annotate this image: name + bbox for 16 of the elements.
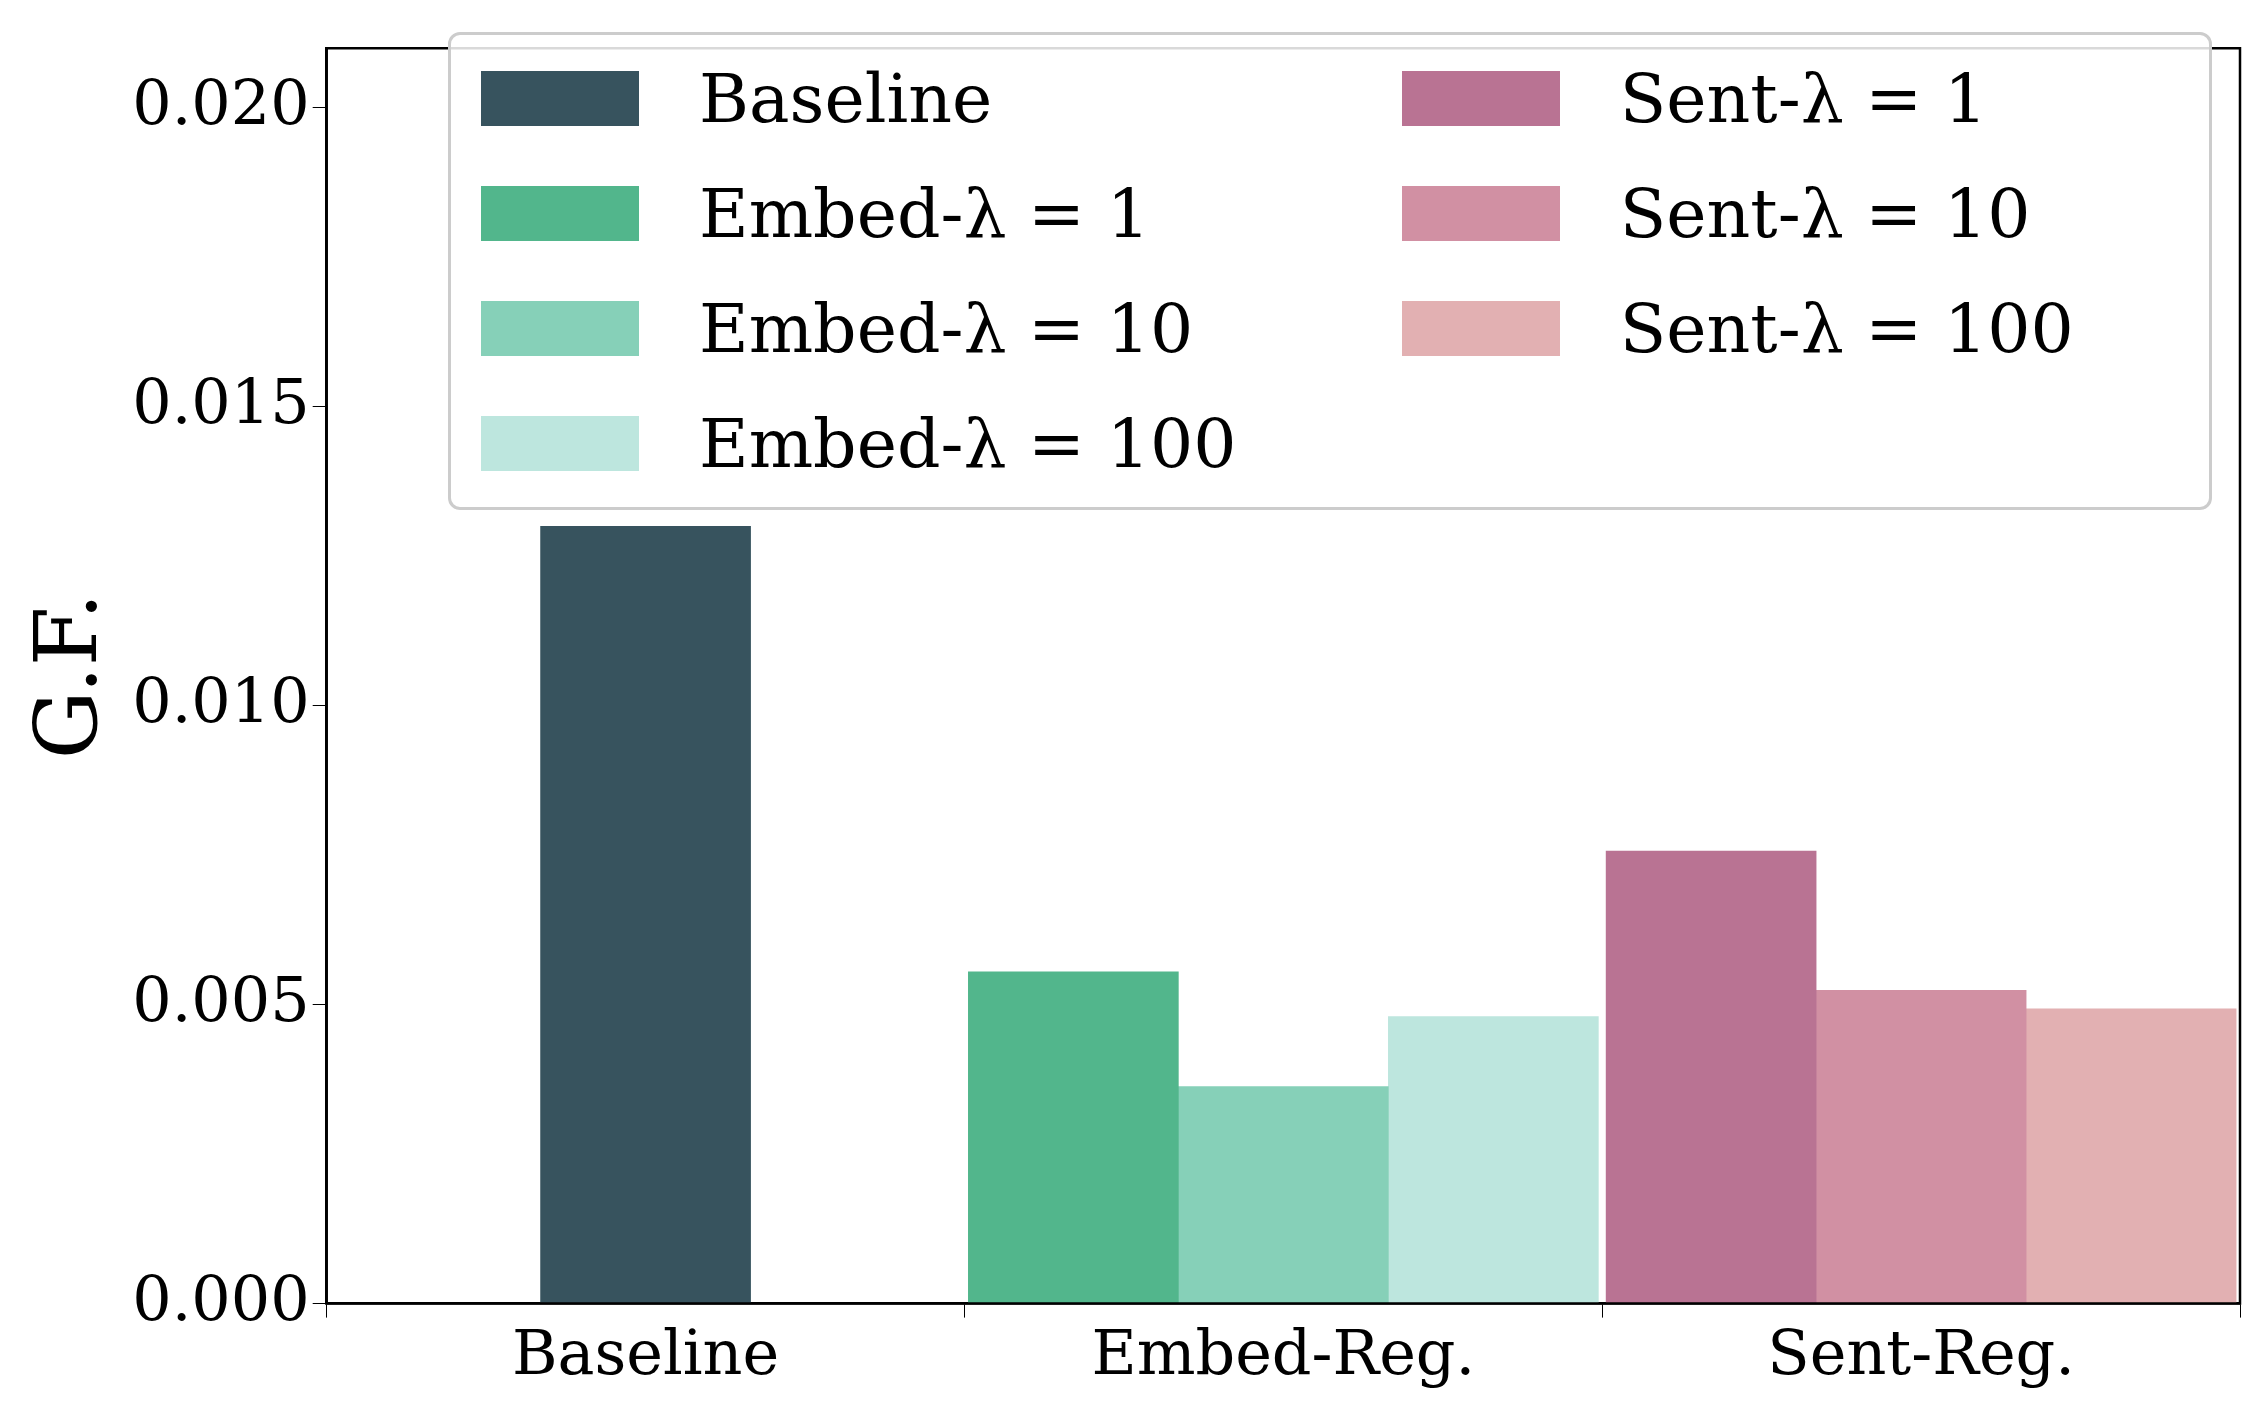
y-tick-label: 0.010: [132, 663, 310, 737]
y-tick-label: 0.020: [132, 66, 310, 140]
legend-label: Sent-λ = 1: [1619, 59, 1988, 138]
legend-label: Embed-λ = 10: [699, 289, 1194, 368]
legend-label: Embed-λ = 1: [699, 174, 1150, 253]
legend-label: Sent-λ = 10: [1619, 174, 2031, 253]
x-tick-label: Embed-Reg.: [1091, 1315, 1476, 1389]
legend-label: Sent-λ = 100: [1619, 289, 2074, 368]
y-tick-label: 0.000: [132, 1261, 310, 1335]
y-axis-title: G.F.: [15, 592, 116, 760]
x-tick-label: Baseline: [511, 1315, 780, 1389]
y-tick-label: 0.015: [132, 365, 310, 438]
y-tick-label: 0.005: [132, 962, 310, 1036]
legend-label: Baseline: [699, 59, 993, 138]
legend-label: Embed-λ = 100: [699, 404, 1237, 483]
x-tick-label: Sent-Reg.: [1767, 1315, 2075, 1389]
